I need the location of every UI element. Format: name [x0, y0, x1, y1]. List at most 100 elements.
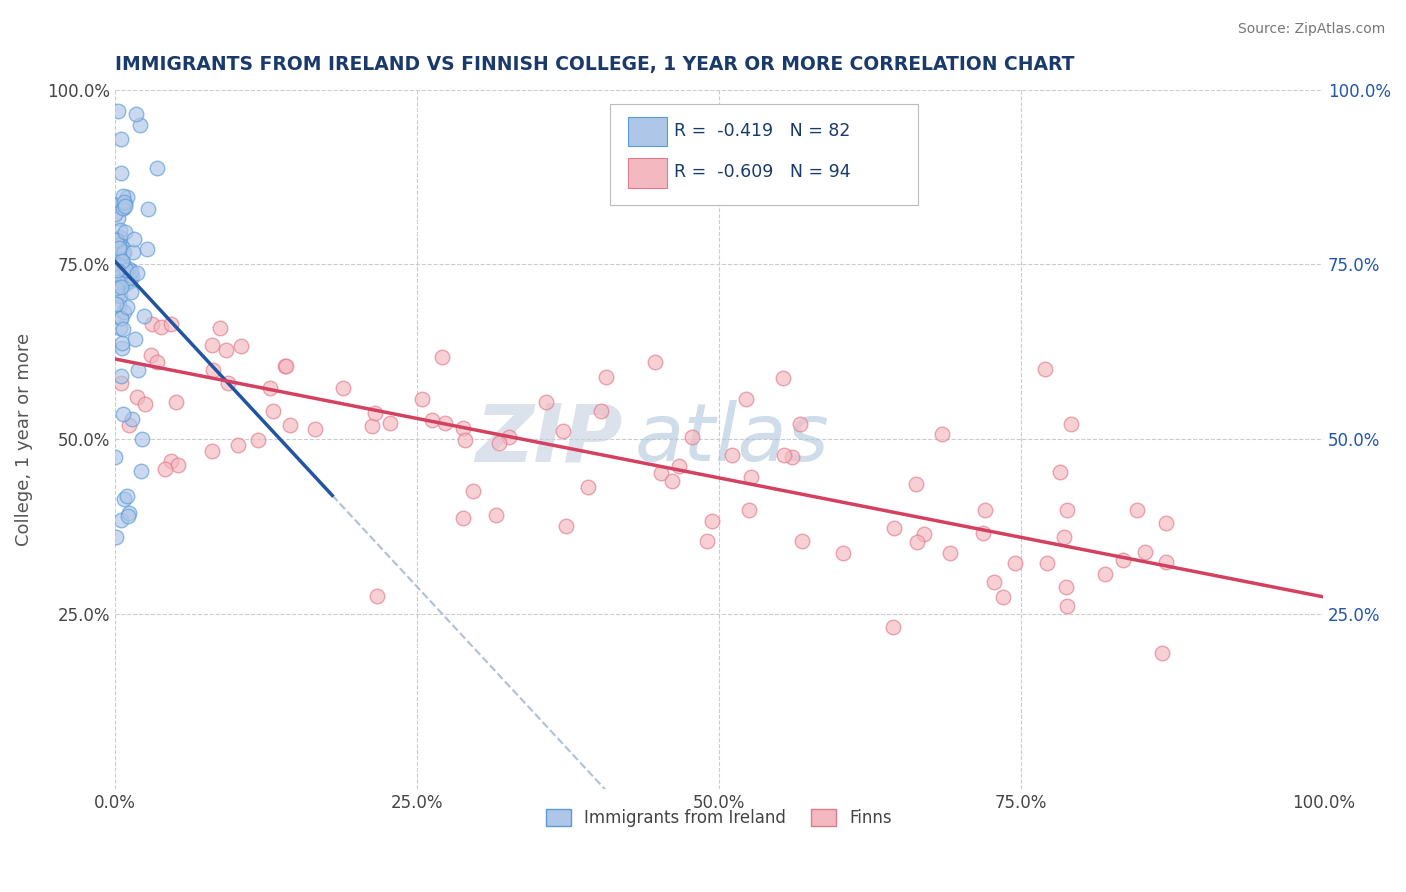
Point [737, 503, 759, 517]
Point [110, 280, 132, 294]
Point [107, 276, 129, 290]
Point [591, 404, 613, 418]
Point [262, 403, 284, 417]
Point [217, 376, 239, 391]
Point [107, 238, 129, 252]
Text: ZIP: ZIP [475, 401, 623, 478]
FancyBboxPatch shape [628, 117, 666, 146]
Point [498, 430, 520, 444]
Point [104, 234, 127, 248]
Point [274, 359, 297, 374]
Point [551, 424, 574, 438]
Point [1053, 530, 1076, 544]
Point [1126, 503, 1149, 517]
Point [159, 454, 181, 468]
Point [167, 458, 190, 473]
Point [120, 264, 142, 278]
Point [905, 535, 928, 549]
Point [105, 263, 128, 277]
Point [696, 533, 718, 548]
Point [983, 574, 1005, 589]
Point [104, 530, 127, 544]
Point [141, 317, 163, 331]
Point [107, 233, 129, 247]
Point [201, 444, 224, 458]
Point [125, 107, 148, 121]
Point [534, 395, 557, 409]
Point [104, 206, 127, 220]
Point [650, 467, 672, 481]
Point [160, 317, 183, 331]
Point [110, 310, 132, 325]
Point [118, 418, 141, 433]
Point [209, 321, 232, 335]
Point [114, 225, 136, 239]
Point [121, 411, 143, 425]
Point [111, 256, 134, 270]
Point [364, 407, 387, 421]
Point [555, 519, 578, 533]
Point [111, 254, 134, 268]
Point [114, 199, 136, 213]
Point [111, 335, 134, 350]
Point [127, 363, 149, 377]
Point [118, 506, 141, 520]
Text: atlas: atlas [634, 401, 830, 478]
Point [215, 343, 238, 357]
Point [112, 321, 135, 335]
Point [115, 300, 138, 314]
Point [661, 474, 683, 488]
Point [229, 339, 252, 353]
Point [115, 274, 138, 288]
Point [125, 391, 148, 405]
Point [378, 416, 401, 430]
Point [105, 233, 128, 247]
Point [790, 533, 813, 548]
Point [332, 382, 354, 396]
Point [882, 620, 904, 634]
Point [789, 417, 811, 432]
Text: R =  -0.609   N = 94: R = -0.609 N = 94 [675, 163, 851, 181]
Point [1060, 417, 1083, 431]
FancyBboxPatch shape [610, 103, 918, 205]
Point [276, 359, 298, 373]
Point [740, 470, 762, 484]
Point [114, 305, 136, 319]
Point [1133, 545, 1156, 559]
Point [201, 337, 224, 351]
Point [780, 450, 803, 465]
Point [453, 421, 475, 435]
Point [107, 103, 129, 118]
Point [433, 417, 456, 431]
Point [104, 198, 127, 212]
Point [1004, 556, 1026, 570]
Point [118, 269, 141, 284]
Point [114, 273, 136, 287]
Point [1049, 465, 1071, 479]
Point [129, 118, 152, 132]
Point [110, 376, 132, 391]
Point [420, 413, 443, 427]
Point [112, 195, 135, 210]
Point [111, 240, 134, 254]
Point [112, 265, 135, 279]
Point [772, 371, 794, 385]
Point [107, 285, 129, 300]
Point [972, 525, 994, 540]
Point [108, 241, 131, 255]
Point [134, 309, 156, 323]
Point [1056, 502, 1078, 516]
Point [1094, 566, 1116, 581]
Point [1154, 555, 1177, 569]
Point [131, 432, 153, 446]
Point [121, 244, 143, 259]
Point [110, 513, 132, 527]
Point [1036, 556, 1059, 570]
Point [1112, 553, 1135, 567]
Point [105, 297, 128, 311]
Point [124, 332, 146, 346]
Point [644, 355, 666, 369]
Point [112, 407, 135, 421]
Point [488, 436, 510, 450]
Point [912, 526, 935, 541]
